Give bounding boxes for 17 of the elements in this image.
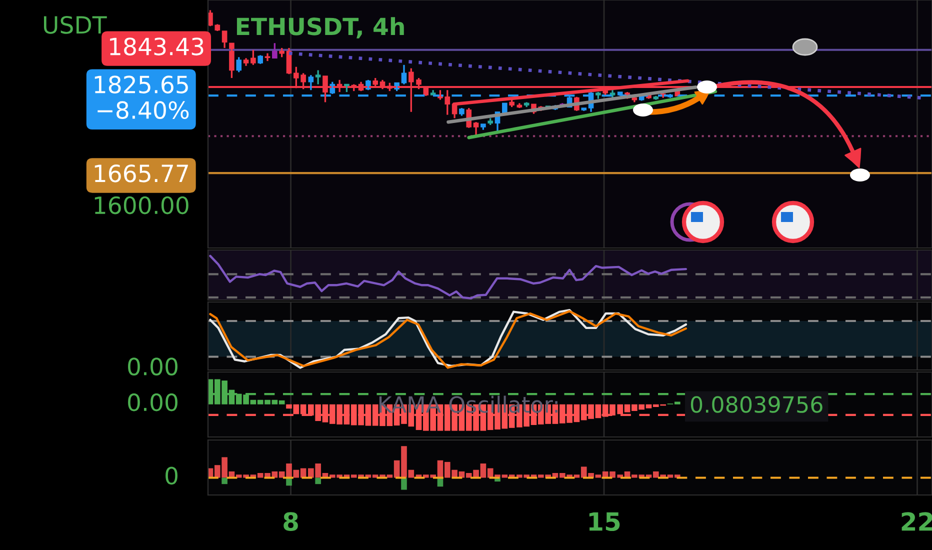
x-tick-label: 22: [902, 512, 932, 531]
bar: [315, 478, 321, 484]
text: ETHUSDT, 4h: [236, 17, 404, 38]
bar: [222, 478, 228, 484]
text: 0.00: [128, 393, 178, 412]
y-axis-title: USDT: [44, 16, 107, 34]
y-tick-label: 1825.65 −8.40%: [94, 76, 189, 120]
y-tick-label: 1665.77: [94, 164, 188, 182]
candlestick: [581, 107, 587, 112]
text: 0: [166, 466, 178, 485]
annotation: 0.08039756: [690, 396, 822, 413]
x-tick-label: 8: [284, 512, 298, 532]
text: 0.00: [128, 358, 178, 376]
y-tick-label: 1600.00: [94, 196, 188, 214]
bar: [401, 478, 407, 490]
ref-line-label: 1843.43: [110, 38, 204, 56]
x-tick-label: 15: [589, 512, 620, 532]
